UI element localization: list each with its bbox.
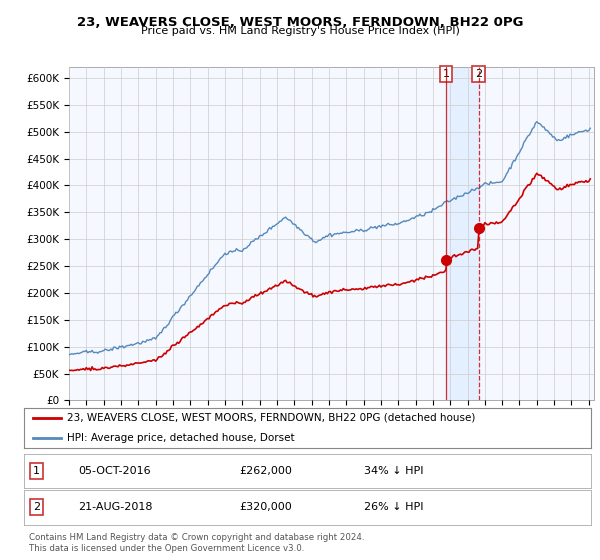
Text: 21-AUG-2018: 21-AUG-2018 — [78, 502, 152, 512]
Text: 1: 1 — [33, 466, 40, 476]
Text: 23, WEAVERS CLOSE, WEST MOORS, FERNDOWN, BH22 0PG: 23, WEAVERS CLOSE, WEST MOORS, FERNDOWN,… — [77, 16, 523, 29]
Text: 26% ↓ HPI: 26% ↓ HPI — [364, 502, 424, 512]
Text: £262,000: £262,000 — [239, 466, 292, 476]
Text: HPI: Average price, detached house, Dorset: HPI: Average price, detached house, Dors… — [67, 433, 294, 443]
Text: 1: 1 — [442, 69, 449, 79]
Text: 2: 2 — [33, 502, 40, 512]
Text: Price paid vs. HM Land Registry's House Price Index (HPI): Price paid vs. HM Land Registry's House … — [140, 26, 460, 36]
Text: 23, WEAVERS CLOSE, WEST MOORS, FERNDOWN, BH22 0PG (detached house): 23, WEAVERS CLOSE, WEST MOORS, FERNDOWN,… — [67, 413, 475, 423]
Bar — [446, 67, 479, 400]
Text: 34% ↓ HPI: 34% ↓ HPI — [364, 466, 424, 476]
Text: £320,000: £320,000 — [239, 502, 292, 512]
Text: 05-OCT-2016: 05-OCT-2016 — [78, 466, 151, 476]
Text: Contains HM Land Registry data © Crown copyright and database right 2024.
This d: Contains HM Land Registry data © Crown c… — [29, 533, 364, 553]
Text: 2: 2 — [475, 69, 482, 79]
